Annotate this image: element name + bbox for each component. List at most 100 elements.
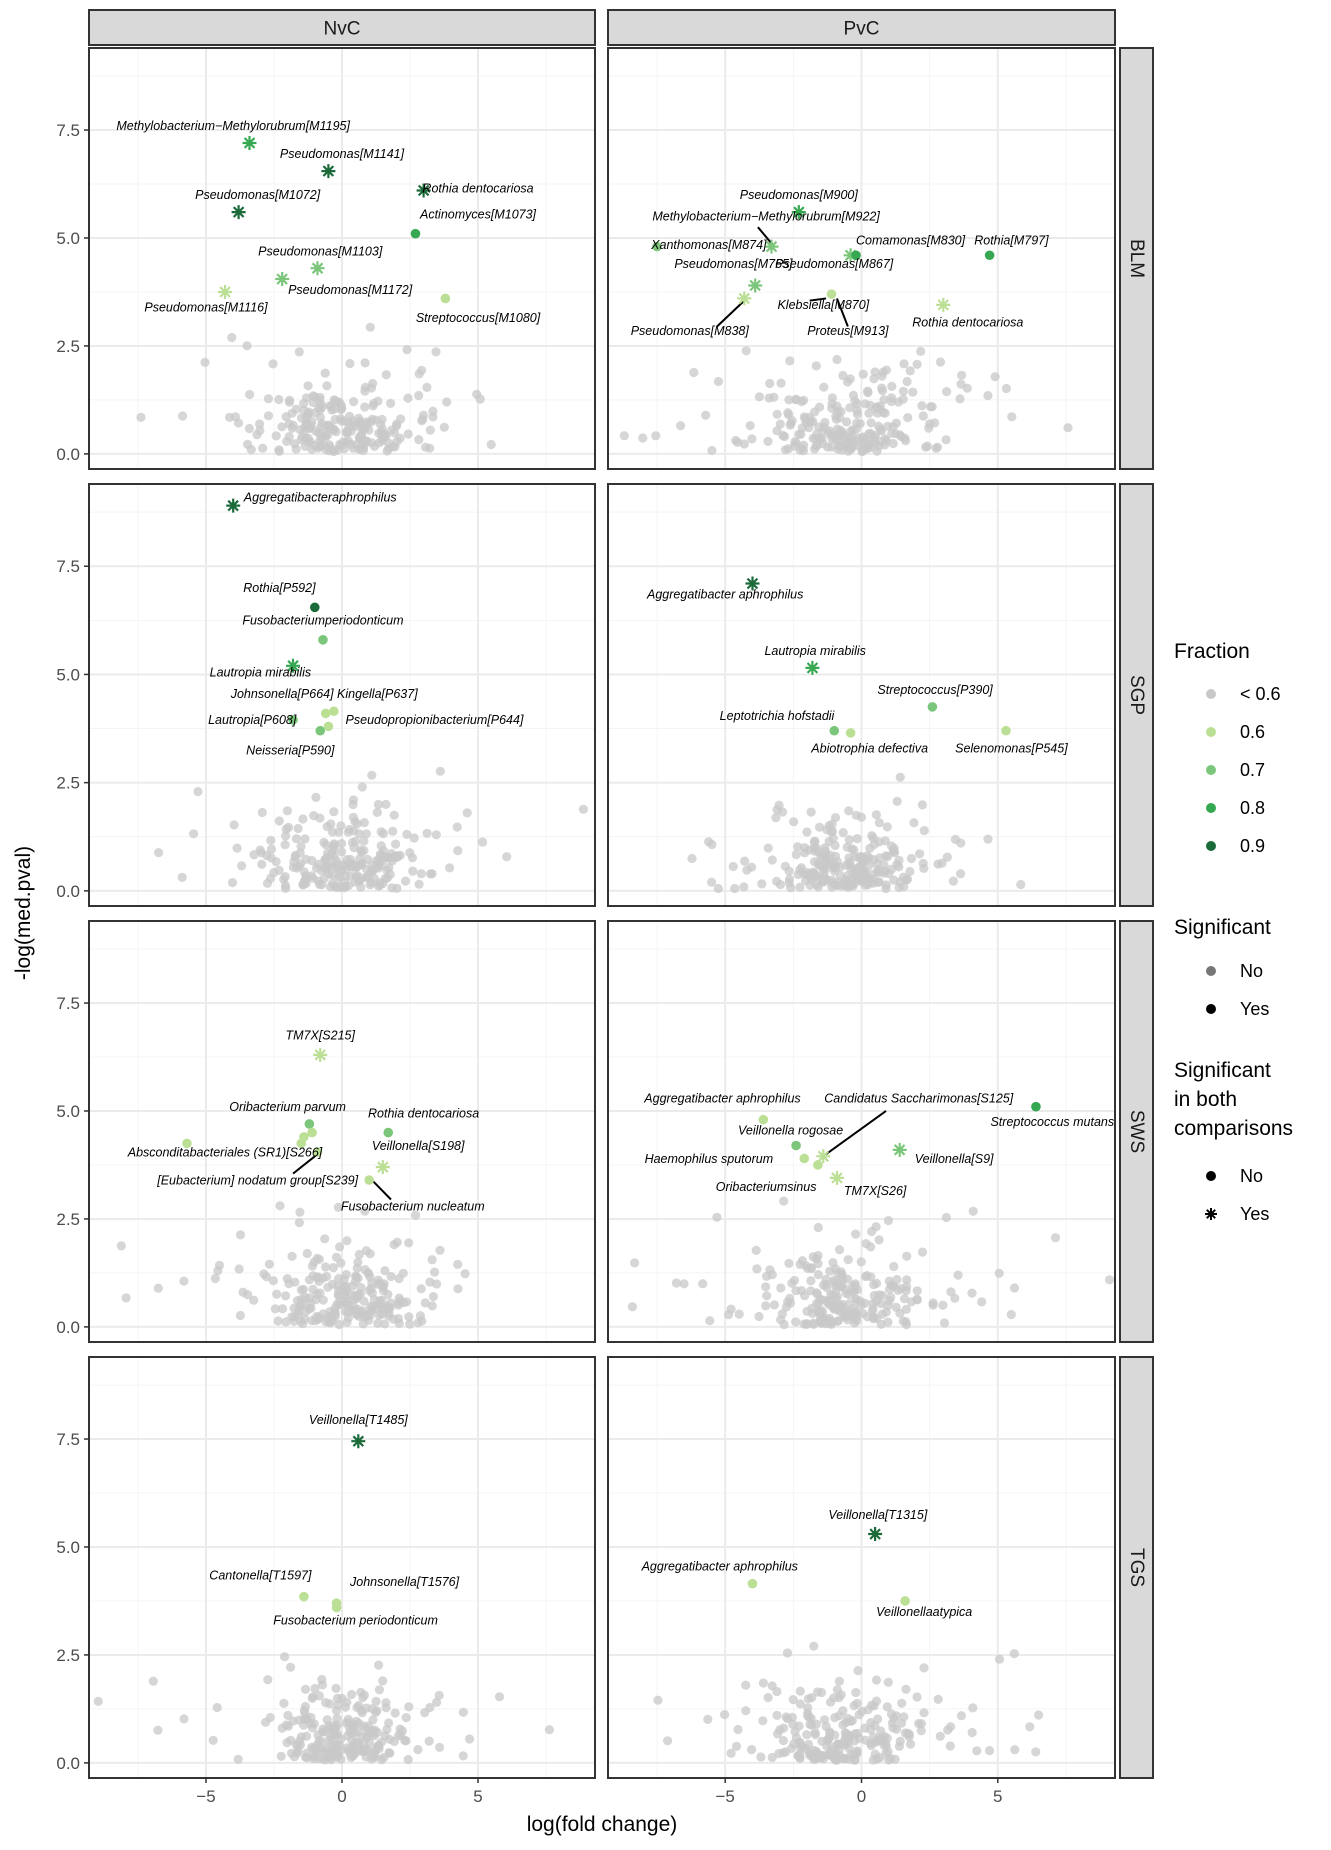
point-label: Lautropia mirabilis — [764, 644, 865, 658]
panel-border — [607, 483, 1116, 907]
background-point — [834, 1693, 844, 1703]
background-point — [908, 387, 918, 397]
significant-star-point — [286, 658, 300, 673]
background-point — [880, 434, 890, 444]
background-point — [330, 1311, 340, 1322]
background-point — [733, 1724, 743, 1735]
background-point — [416, 869, 426, 879]
background-point — [884, 869, 894, 879]
background-point — [754, 392, 765, 402]
background-point — [740, 856, 750, 866]
background-point — [888, 438, 898, 449]
background-point — [741, 1680, 751, 1690]
x-tick-label: −5 — [716, 1787, 735, 1806]
background-point — [434, 1690, 444, 1700]
background-point — [968, 1206, 978, 1216]
background-point — [901, 436, 911, 446]
background-point — [752, 1264, 762, 1274]
background-point — [268, 1276, 278, 1286]
point-label: Streptococcus[P390] — [877, 683, 993, 697]
background-point — [394, 1274, 404, 1284]
background-point — [324, 1736, 334, 1746]
background-point — [811, 441, 821, 451]
label-leader-line — [809, 297, 827, 302]
background-point — [245, 389, 255, 400]
background-point — [342, 1236, 352, 1246]
significant-point — [307, 1127, 317, 1138]
background-point — [825, 1697, 836, 1707]
background-point — [414, 369, 424, 379]
background-point — [322, 1271, 332, 1282]
background-point — [887, 381, 897, 391]
significant-star-point — [816, 1149, 831, 1164]
background-point — [877, 383, 887, 393]
background-point — [844, 835, 854, 845]
background-point — [458, 1751, 468, 1761]
background-point — [277, 422, 287, 432]
background-point — [315, 813, 325, 823]
background-point — [619, 431, 629, 441]
panel-blm-pvc: Pseudomonas[M900] Methylobacterium−Methyl… — [607, 47, 1116, 470]
significant-star-point — [218, 285, 232, 299]
background-point — [227, 332, 237, 343]
background-point — [289, 1303, 299, 1313]
background-point — [747, 1745, 757, 1755]
background-point — [274, 816, 284, 826]
background-point — [366, 383, 377, 393]
background-point — [179, 1276, 189, 1286]
background-point — [368, 401, 378, 411]
background-point — [389, 1240, 399, 1250]
background-point — [439, 422, 449, 432]
background-point — [814, 1298, 824, 1308]
background-point — [353, 1273, 363, 1283]
legend-fraction-label: 0.6 — [1240, 722, 1265, 742]
background-point — [364, 1285, 374, 1296]
background-point — [385, 1303, 395, 1313]
background-point — [917, 401, 927, 411]
background-point — [544, 1725, 555, 1735]
background-point — [452, 822, 462, 832]
background-point — [353, 1727, 363, 1737]
significant-point — [829, 725, 840, 736]
y-tick-label: 7.5 — [56, 557, 80, 576]
background-point — [861, 442, 872, 453]
background-point — [302, 1753, 312, 1763]
background-point — [863, 388, 873, 398]
background-point — [778, 1736, 789, 1746]
background-point — [834, 1676, 845, 1686]
background-point — [784, 410, 794, 420]
background-point — [420, 1708, 430, 1718]
background-point — [1007, 412, 1017, 422]
background-point — [244, 423, 254, 434]
x-tick-label: 5 — [993, 1787, 1002, 1806]
significant-point — [318, 635, 328, 645]
background-point — [478, 837, 488, 847]
legend-both-title: comparisons — [1174, 1117, 1293, 1140]
background-point — [902, 376, 912, 387]
significant-point — [927, 702, 938, 712]
background-point — [402, 345, 412, 355]
background-point — [304, 1293, 314, 1303]
significant-star-point — [936, 297, 951, 312]
background-point — [400, 876, 411, 886]
background-point — [687, 853, 697, 864]
background-point — [422, 382, 432, 392]
point-label: Selenomonas[P545] — [955, 741, 1068, 755]
background-point — [804, 1713, 814, 1723]
y-tick-label: 7.5 — [56, 1430, 80, 1449]
background-point — [866, 418, 876, 428]
background-point — [177, 872, 187, 883]
legend-fraction-key — [1206, 727, 1216, 737]
point-label: Rothia[P592] — [243, 581, 316, 595]
y-tick-label: 5.0 — [56, 229, 80, 248]
background-point — [332, 397, 343, 407]
background-point — [306, 1303, 316, 1313]
background-point — [1063, 423, 1073, 433]
background-point — [208, 1735, 218, 1745]
background-point — [345, 358, 355, 369]
background-point — [381, 370, 391, 380]
background-point — [783, 444, 794, 454]
y-tick-label: 7.5 — [56, 121, 80, 140]
background-point — [235, 1310, 245, 1321]
background-point — [763, 843, 773, 853]
